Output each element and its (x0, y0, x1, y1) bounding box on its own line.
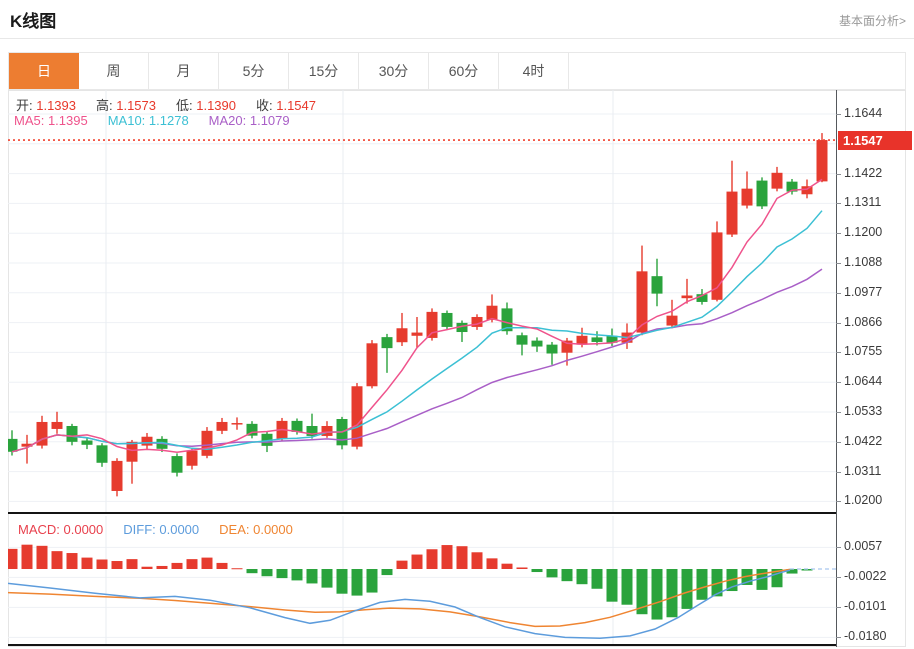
price-tick-label: 1.0311 (844, 463, 882, 478)
ma-value: 1.1395 (44, 113, 88, 128)
ohlc-label: 收: (256, 98, 273, 113)
macd-pane-baseline (8, 644, 836, 646)
price-tick-label: 1.0422 (844, 433, 883, 448)
ohlc-value: 1.1393 (32, 98, 76, 113)
ohlc-readout: 开: 1.1393 高: 1.1573 低: 1.1390 收: 1.1547 (16, 95, 336, 114)
price-tick-mark (836, 292, 841, 294)
price-tick-mark (836, 233, 841, 235)
macd-tick-label: -0.0180 (844, 629, 887, 644)
macd-tick-label: -0.0101 (844, 599, 887, 614)
ohlc-value: 1.1390 (192, 98, 236, 113)
price-tick-mark (836, 382, 841, 384)
price-tick-mark (836, 203, 841, 205)
ohlc-item: 低: 1.1390 (176, 95, 236, 114)
price-tick-mark (836, 263, 841, 264)
ohlc-value: 1.1573 (112, 98, 156, 113)
macd-value: 0.0000 (59, 522, 104, 537)
macd-item: MACD: 0.0000 (18, 522, 103, 537)
price-tick-label: 1.0755 (844, 344, 883, 359)
price-tick-mark (836, 173, 841, 175)
tab-period-周[interactable]: 周 (79, 53, 149, 89)
macd-value: 0.0000 (249, 522, 293, 537)
price-tick-mark (836, 441, 841, 443)
period-tabbar: 日周月 5分 15分 30分 60分 4时 (8, 52, 906, 90)
current-price-badge: 1.1547 (838, 130, 912, 150)
price-axis-line (836, 90, 837, 647)
ohlc-item: 开: 1.1393 (16, 95, 76, 114)
ohlc-value: 1.1547 (272, 98, 316, 113)
price-tick-mark (836, 471, 841, 473)
macd-chart (8, 516, 836, 645)
price-tick-label: 1.1644 (844, 106, 883, 120)
ma-label: MA5: (14, 113, 45, 128)
price-tick-mark (836, 501, 841, 503)
tab-period-60分[interactable]: 60分 (429, 53, 499, 89)
macd-readout: MACD: 0.0000 DIFF: 0.0000 DEA: 0.0000 (18, 522, 313, 537)
page-title: K线图 (10, 12, 57, 31)
macd-label: DIFF: (123, 522, 156, 537)
price-tick-mark (836, 412, 841, 413)
header-divider (0, 38, 914, 39)
tab-period-30分[interactable]: 30分 (359, 53, 429, 89)
price-tick-mark (836, 322, 841, 324)
macd-tick-label: 0.0057 (844, 539, 883, 554)
tab-period-5分[interactable]: 5分 (219, 53, 289, 89)
price-tick-mark (836, 114, 841, 115)
ma-value: 1.1278 (145, 113, 189, 128)
price-tick-label: 1.1200 (844, 225, 883, 240)
ohlc-label: 低: (176, 98, 193, 113)
ohlc-label: 开: (16, 98, 33, 113)
macd-tick-mark (836, 547, 841, 549)
ma-item: MA5: 1.1395 (14, 113, 88, 128)
price-tick-label: 1.0866 (844, 314, 883, 329)
ma-readout: MA5: 1.1395 MA10: 1.1278 MA20: 1.1079 (14, 113, 310, 128)
macd-label: DEA: (219, 522, 250, 537)
ohlc-item: 收: 1.1547 (256, 95, 316, 114)
price-tick-label: 1.0977 (844, 284, 883, 299)
tab-period-15分[interactable]: 15分 (289, 53, 359, 89)
ohlc-label: 高: (96, 98, 113, 113)
fundamental-analysis-link[interactable]: 基本面分析> (838, 14, 906, 28)
ma-value: 1.1079 (246, 113, 290, 128)
ma-item: MA20: 1.1079 (209, 113, 290, 128)
price-tick-label: 1.1088 (844, 255, 883, 269)
main-candlestick-chart (8, 90, 836, 514)
macd-label: MACD: (18, 522, 60, 537)
macd-item: DEA: 0.0000 (219, 522, 293, 537)
price-tick-label: 1.0200 (844, 493, 883, 508)
ma-label: MA20: (208, 113, 247, 128)
ma-item: MA10: 1.1278 (108, 113, 189, 128)
price-tick-label: 1.1422 (844, 165, 883, 180)
price-tick-mark (836, 352, 841, 354)
price-tick-label: 1.0533 (844, 404, 883, 418)
price-tick-label: 1.1311 (844, 195, 882, 210)
main-pane-baseline (8, 512, 836, 514)
ohlc-item: 高: 1.1573 (96, 95, 156, 114)
ma-label: MA10: (107, 113, 146, 128)
macd-tick-mark (836, 577, 841, 579)
tab-period-4时[interactable]: 4时 (499, 53, 569, 89)
price-tick-label: 1.0644 (844, 374, 883, 389)
macd-item: DIFF: 0.0000 (123, 522, 199, 537)
tab-period-月[interactable]: 月 (149, 53, 219, 89)
tab-period-日[interactable]: 日 (9, 53, 79, 89)
macd-value: 0.0000 (155, 522, 200, 537)
macd-tick-mark (836, 637, 841, 639)
macd-tick-label: -0.0022 (844, 569, 887, 584)
macd-tick-mark (836, 607, 841, 609)
